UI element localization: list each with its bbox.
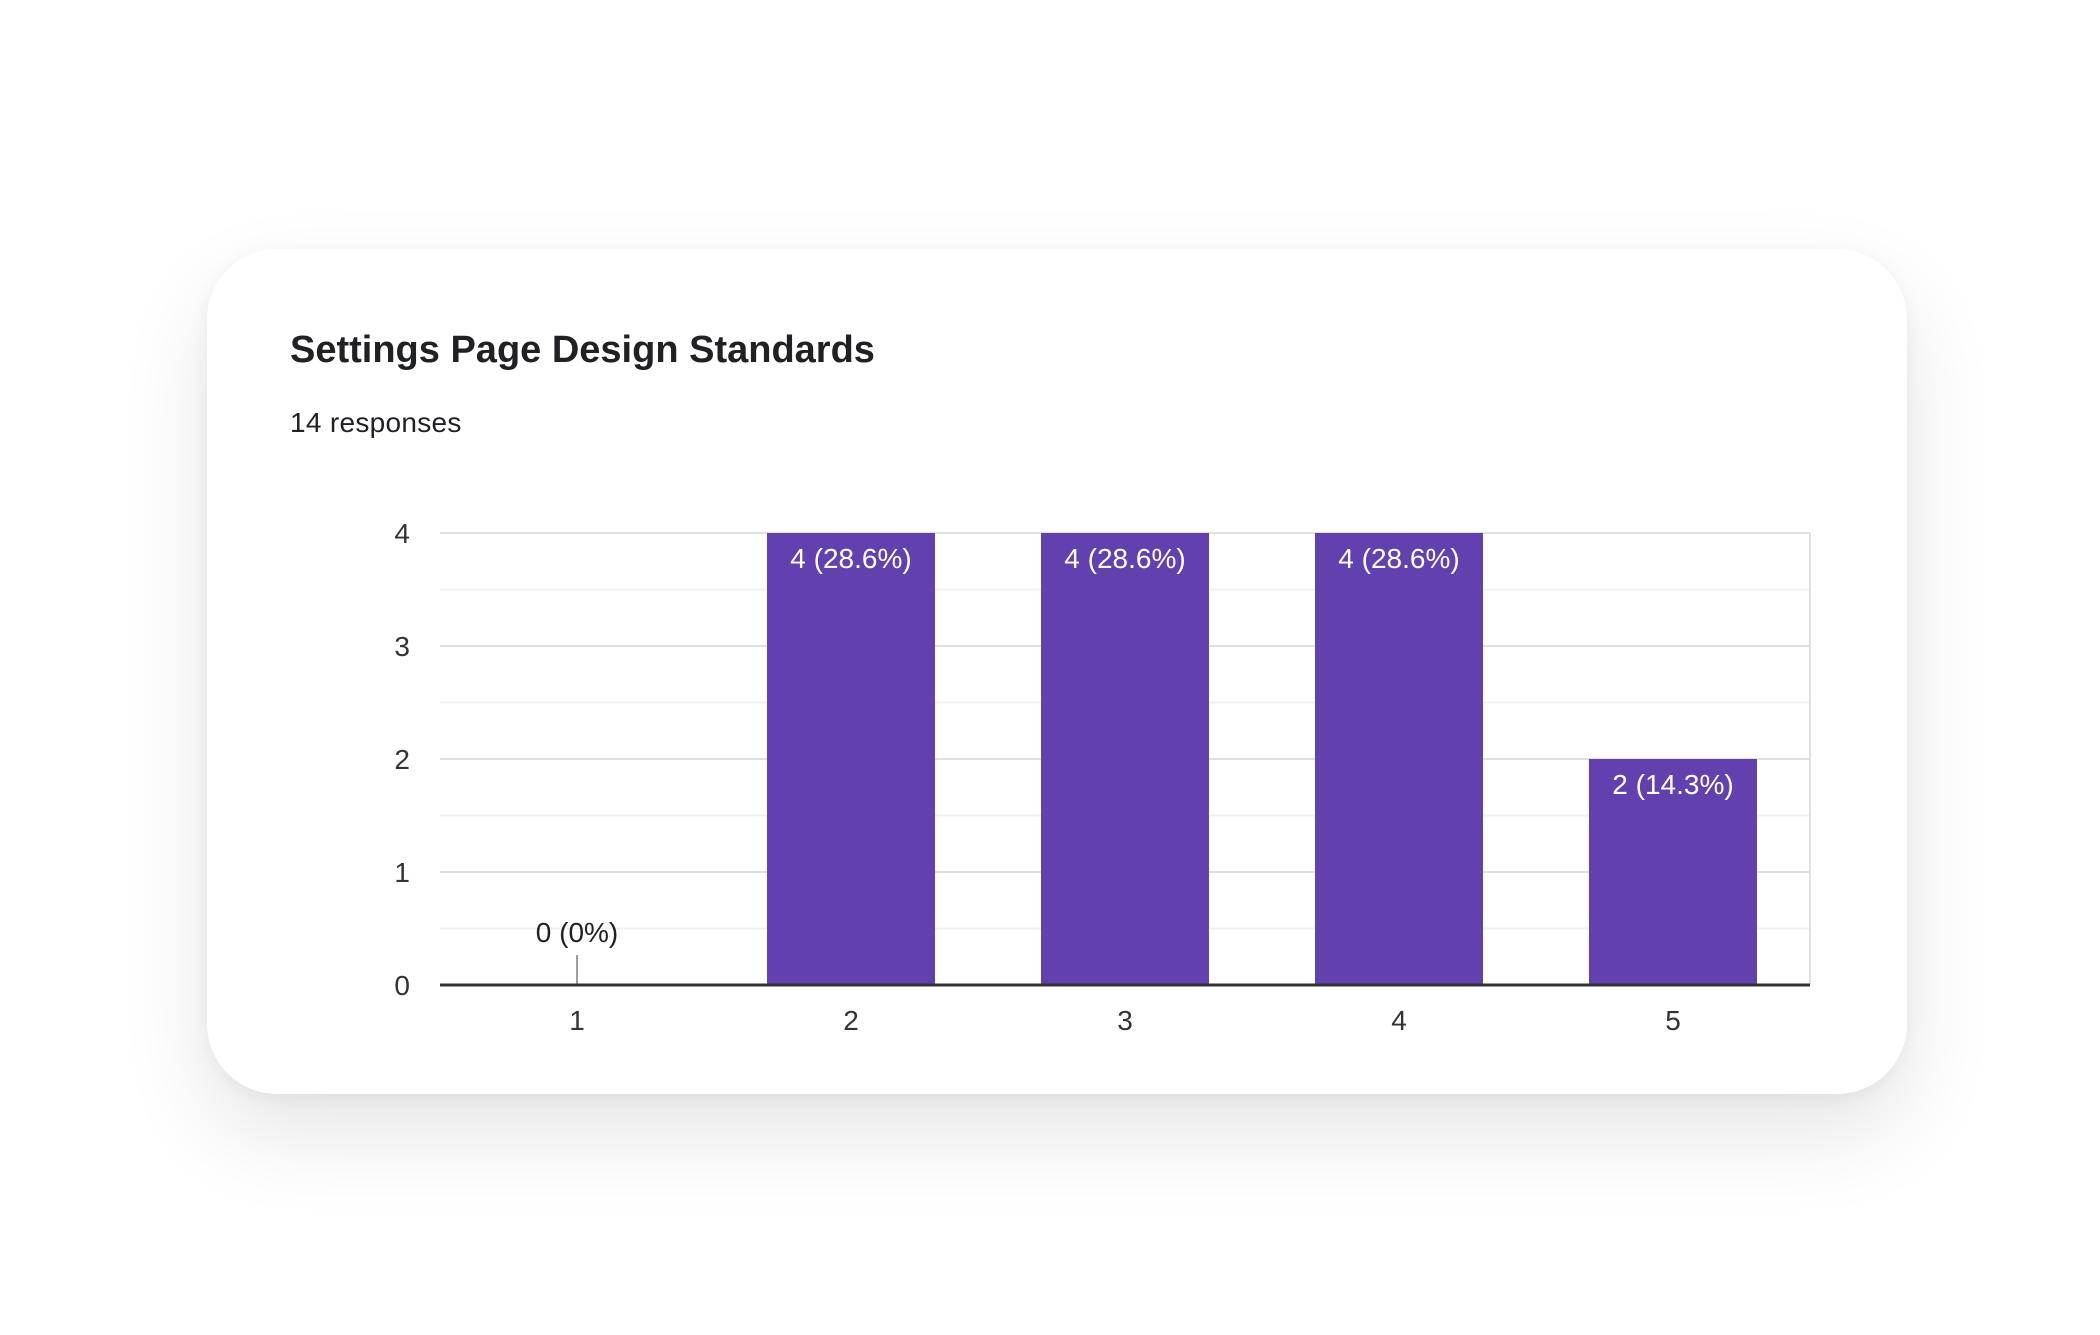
chart-title: Settings Page Design Standards — [290, 329, 875, 371]
chart-card: Settings Page Design Standards 14 respon… — [207, 249, 1907, 1094]
response-count: 14 responses — [290, 407, 462, 438]
